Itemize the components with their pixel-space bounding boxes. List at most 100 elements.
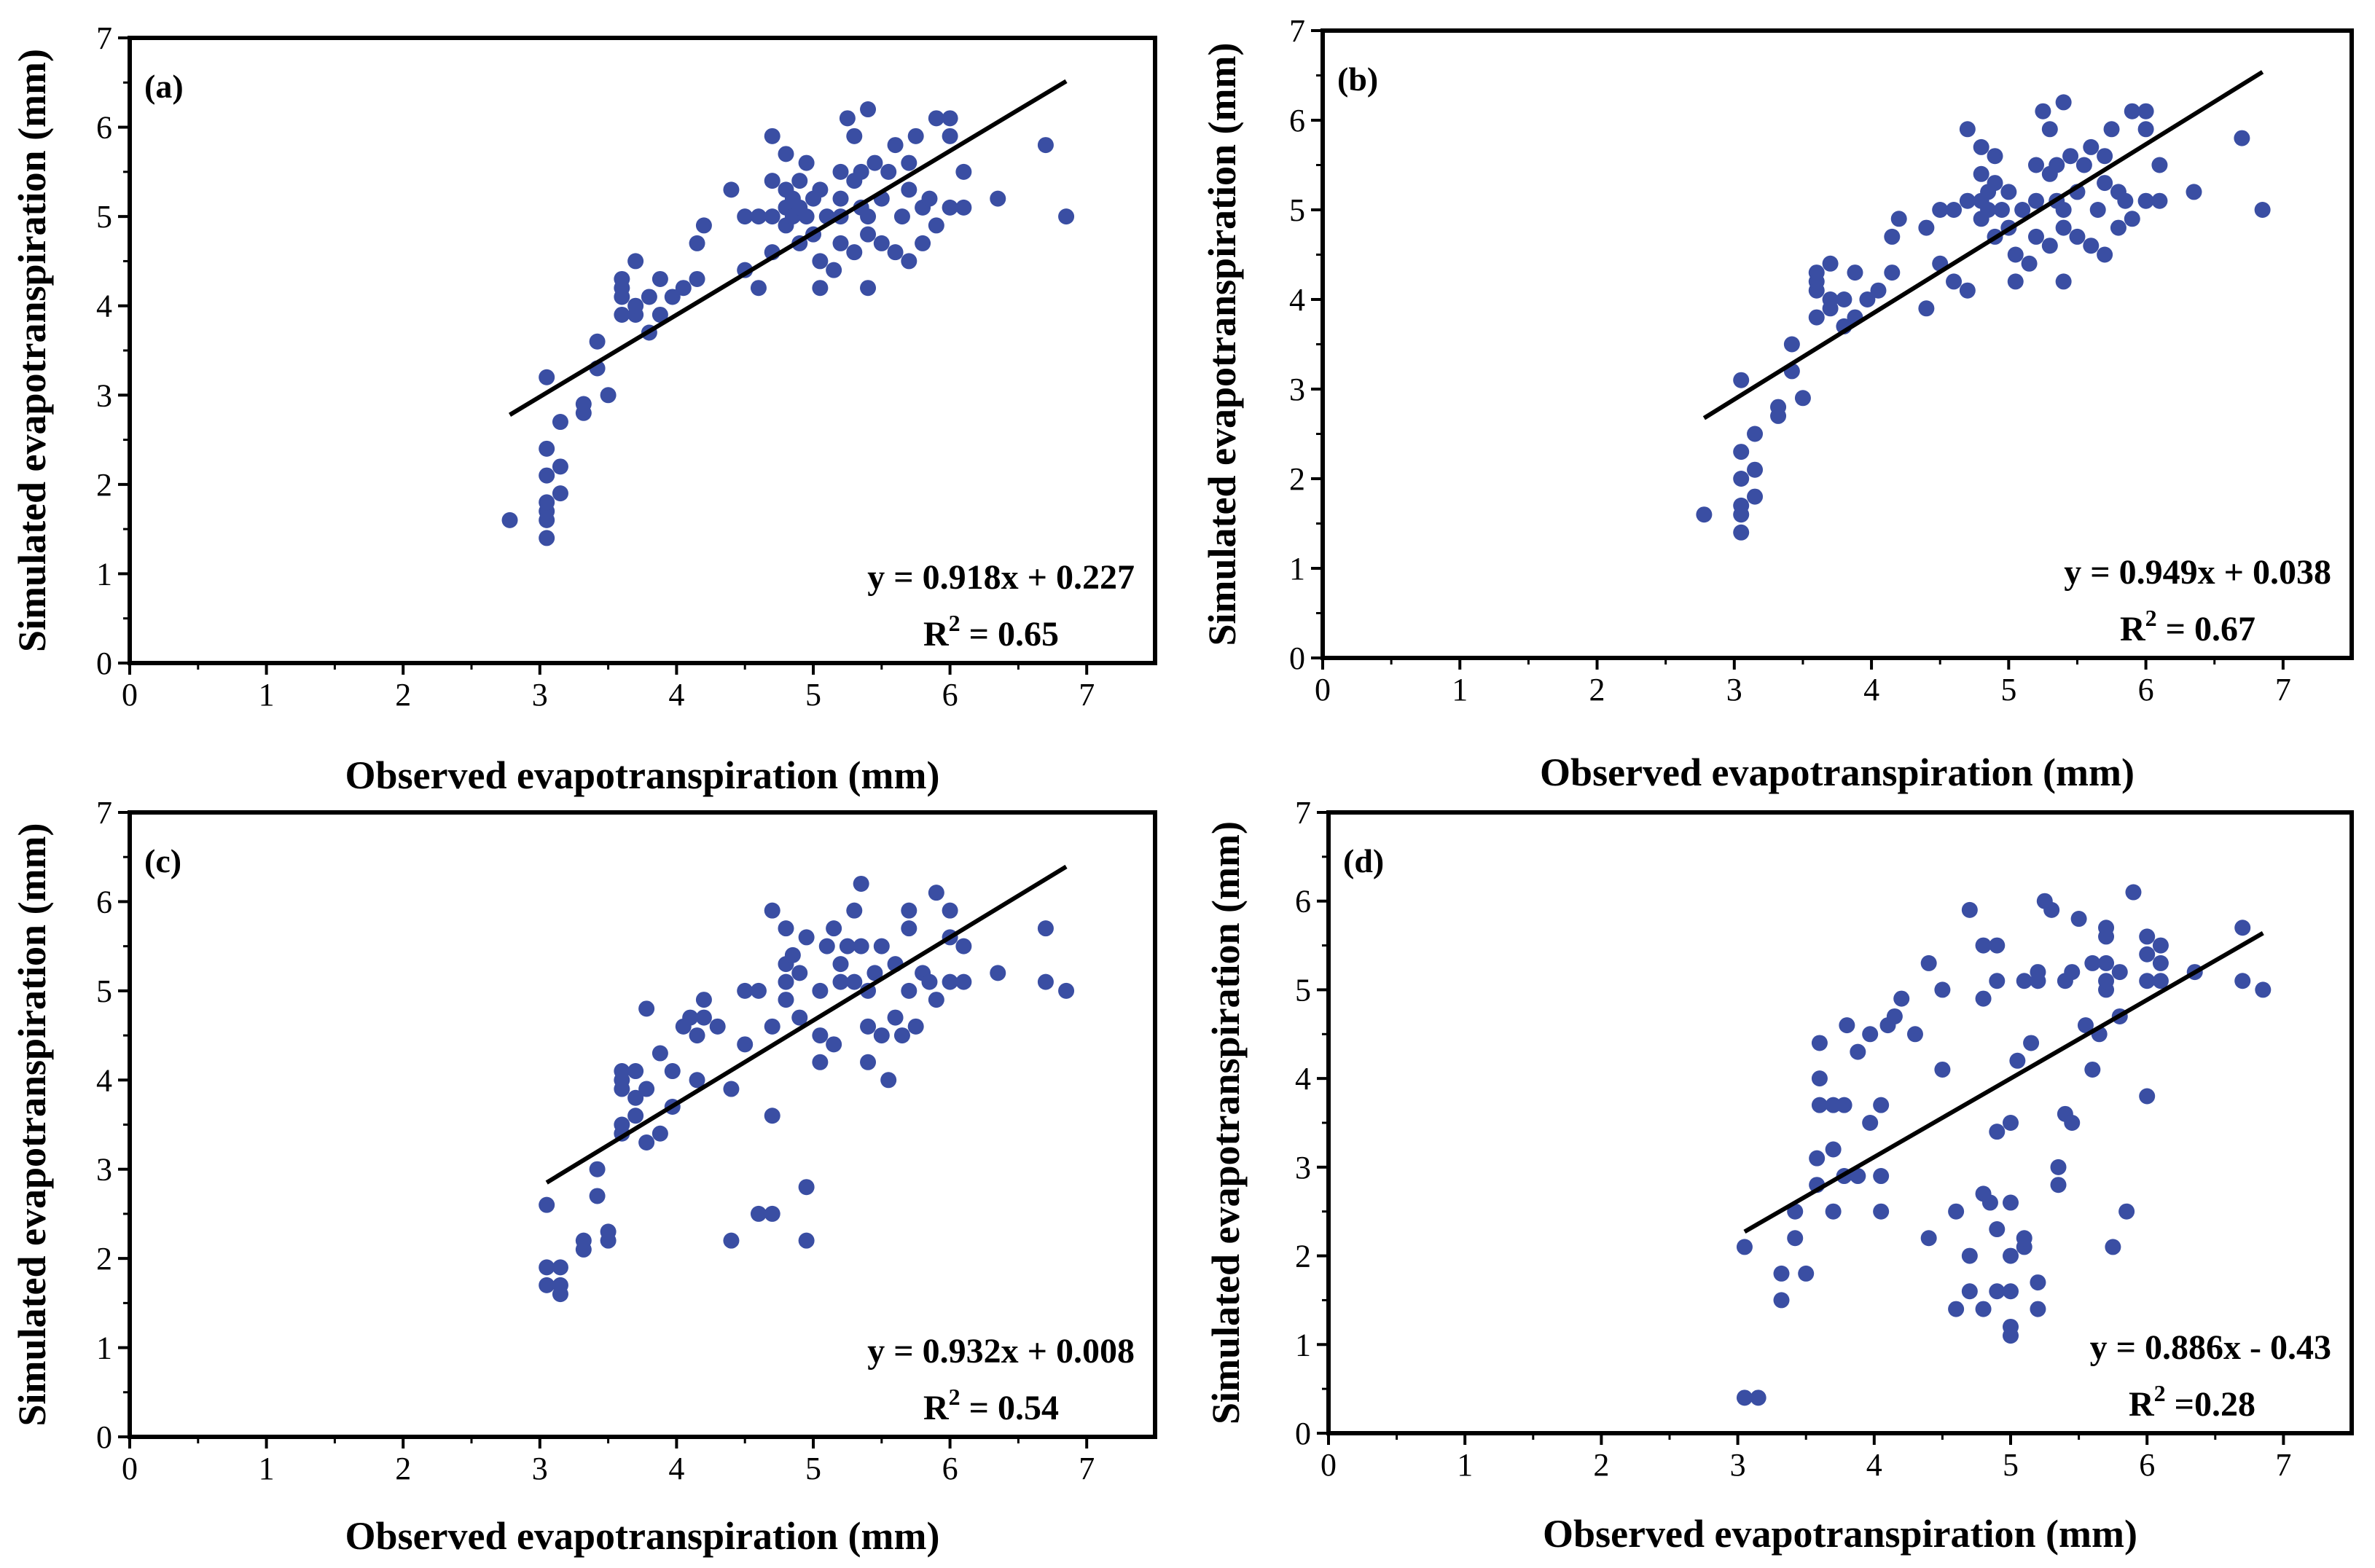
data-point (2234, 130, 2250, 146)
x-tick-label: 5 (805, 1451, 821, 1486)
data-point (860, 101, 877, 118)
data-point (1058, 982, 1075, 999)
data-point (1918, 219, 1935, 236)
x-axis-title: Observed evapotranspiration (mm) (345, 753, 940, 797)
data-point (798, 1232, 815, 1249)
y-tick-label: 3 (96, 1152, 112, 1188)
x-tick-label: 1 (1452, 672, 1468, 707)
data-point (2083, 238, 2100, 254)
data-point (907, 1018, 924, 1035)
data-point (552, 1259, 568, 1276)
data-point (552, 1277, 568, 1293)
y-tick-label: 2 (1289, 461, 1305, 497)
data-point (2105, 1239, 2121, 1255)
data-point (638, 1134, 655, 1150)
data-point (764, 902, 780, 919)
panel-label: (d) (1343, 842, 1384, 879)
data-point (798, 1179, 815, 1196)
data-point (873, 938, 890, 954)
data-point (1993, 202, 2010, 218)
r-squared-symbol: R (2129, 1385, 2155, 1424)
r-squared-label: R2 =0.28 (2129, 1380, 2255, 1424)
data-point (2097, 246, 2113, 263)
y-tick-label: 2 (96, 1241, 112, 1277)
r-squared-symbol: R (923, 615, 950, 654)
data-point (1884, 228, 1901, 245)
data-point (2077, 1017, 2094, 1034)
data-point (832, 973, 849, 990)
data-point (812, 982, 829, 999)
y-tick-label: 5 (1289, 192, 1305, 228)
r-squared-value: = 0.65 (960, 615, 1059, 654)
data-point (1989, 937, 2006, 954)
x-tick-label: 7 (1079, 677, 1095, 713)
x-axis-title: Observed evapotranspiration (mm) (345, 1514, 940, 1558)
data-point (2016, 1230, 2032, 1247)
data-point (2124, 103, 2140, 119)
y-axis-title: Simulated evapotranspiration (mm) (10, 823, 54, 1427)
y-tick-label: 3 (1289, 372, 1305, 407)
data-point (832, 190, 849, 207)
data-point (955, 199, 972, 216)
data-point (2027, 228, 2044, 245)
data-point (1918, 300, 1935, 317)
data-point (1808, 309, 1825, 326)
data-point (2234, 920, 2251, 936)
y-tick-label: 4 (96, 1062, 112, 1098)
data-point (2151, 157, 2168, 173)
data-point (832, 235, 849, 251)
data-point (1959, 121, 1976, 138)
data-point (1747, 426, 1764, 442)
data-point (846, 244, 863, 261)
data-point (832, 163, 849, 180)
data-point (1890, 211, 1907, 227)
data-point (539, 369, 555, 385)
data-point (638, 1000, 655, 1017)
data-point (2050, 1177, 2067, 1193)
data-point (1948, 1203, 1965, 1220)
data-point (901, 920, 917, 937)
data-point (866, 965, 883, 981)
data-point (539, 467, 555, 484)
data-point (1787, 1230, 1804, 1247)
data-point (1870, 282, 1887, 299)
data-point (1862, 1026, 1879, 1043)
data-point (839, 938, 856, 954)
y-tick-label: 7 (1295, 795, 1311, 831)
data-point (860, 226, 877, 243)
data-point (1811, 1035, 1828, 1051)
x-tick-label: 4 (668, 1451, 684, 1486)
data-point (2027, 192, 2044, 209)
x-tick-label: 7 (1079, 1451, 1095, 1486)
data-point (2117, 192, 2134, 209)
data-point (928, 992, 944, 1008)
data-point (501, 511, 518, 528)
y-tick-label: 0 (1289, 640, 1305, 676)
chart-panel: 0 1 2 3 4 5 6 7 0 1 2 3 4 5 6 7 Observed evapotranspirat… (10, 795, 1157, 1558)
data-point (2049, 157, 2065, 173)
data-point (846, 902, 863, 919)
data-point (539, 530, 555, 546)
data-point (627, 1063, 644, 1080)
y-tick-label: 1 (1289, 551, 1305, 587)
data-point (2139, 1088, 2156, 1105)
data-point (2035, 103, 2051, 119)
data-point (652, 1045, 668, 1062)
data-point (2084, 1061, 2101, 1078)
data-point (812, 1027, 829, 1044)
data-point (798, 154, 815, 171)
data-point (2003, 1318, 2019, 1335)
data-point (1733, 471, 1750, 487)
data-point (2055, 273, 2072, 290)
data-point (839, 110, 856, 127)
data-point (955, 973, 972, 990)
data-point (798, 208, 815, 225)
data-point (2075, 157, 2092, 173)
data-point (1811, 1070, 1828, 1087)
data-point (1862, 1115, 1879, 1131)
regression-equation: y = 0.918x + 0.227 (867, 558, 1135, 597)
x-tick-label: 6 (2138, 672, 2154, 707)
data-point (2003, 1115, 2019, 1131)
y-tick-label: 7 (96, 20, 112, 56)
regression-line (1743, 931, 2264, 1234)
